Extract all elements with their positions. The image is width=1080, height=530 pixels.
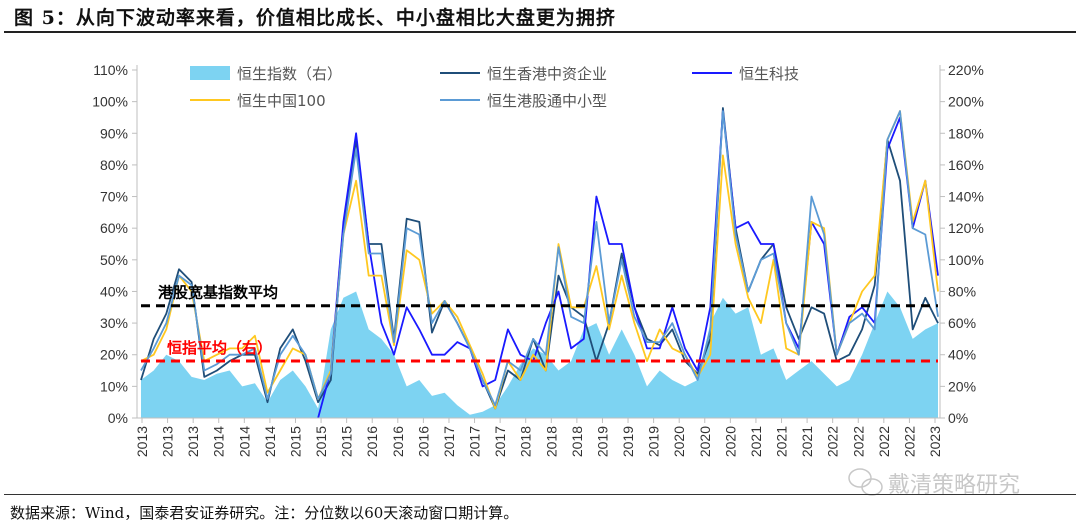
series-line-3 <box>140 110 939 410</box>
x-tick-label: 2022 <box>876 426 892 457</box>
x-tick-label: 2013 <box>160 426 176 457</box>
x-tick-label: 2019 <box>620 426 636 457</box>
line-layer <box>140 107 939 419</box>
footer-divider <box>4 494 1076 495</box>
watermark: 戴清策略研究 <box>848 468 1020 498</box>
x-tick-label: 2023 <box>927 426 943 457</box>
x-tick-label: 2015 <box>287 426 303 457</box>
x-tick-label: 2020 <box>722 426 738 457</box>
y2-tick-label: 200% <box>948 94 984 110</box>
y2-tick-label: 160% <box>948 157 984 173</box>
source-note: 数据来源：Wind，国泰君安证券研究。注：分位数以60天滚动窗口期计算。 <box>10 504 519 522</box>
y-tick-label: 90% <box>100 125 128 141</box>
figure-title: 图 5：从向下波动率来看，价值相比成长、中小盘相比大盘更为拥挤 <box>14 7 616 29</box>
x-tick-label: 2020 <box>697 426 713 457</box>
x-tick-label: 2013 <box>134 426 150 457</box>
x-tick-label: 2016 <box>364 426 380 457</box>
x-tick-label: 2016 <box>390 426 406 457</box>
x-tick-label: 2016 <box>415 426 431 457</box>
y-tick-label: 80% <box>100 157 128 173</box>
x-tick-label: 2017 <box>492 426 508 457</box>
y-tick-label: 50% <box>100 252 128 268</box>
legend-label-2: 恒生科技 <box>739 65 799 83</box>
x-tick-label: 2018 <box>569 426 585 457</box>
y-tick-label: 100% <box>92 94 128 110</box>
y2-tick-label: 120% <box>948 220 984 236</box>
series-line-4 <box>140 110 939 407</box>
y2-tick-label: 220% <box>948 62 984 78</box>
y2-tick-label: 40% <box>948 347 976 363</box>
x-tick-label: 2019 <box>646 426 662 457</box>
x-tick-label: 2015 <box>339 426 355 457</box>
x-tick-label: 2014 <box>236 426 252 457</box>
y2-tick-label: 140% <box>948 189 984 205</box>
x-tick-label: 2019 <box>594 426 610 457</box>
y2-tick-label: 60% <box>948 315 976 331</box>
y2-tick-label: 100% <box>948 252 984 268</box>
y2-tick-label: 0% <box>948 410 968 426</box>
y2-tick-label: 20% <box>948 378 976 394</box>
y2-tick-label: 80% <box>948 283 976 299</box>
x-tick-label: 2022 <box>901 426 917 457</box>
x-tick-label: 2022 <box>850 426 866 457</box>
x-tick-label: 2014 <box>211 426 227 457</box>
y-tick-label: 20% <box>100 347 128 363</box>
x-tick-label: 2021 <box>748 426 764 457</box>
reference-label-0: 港股宽基指数平均 <box>158 284 278 302</box>
x-tick-label: 2015 <box>313 426 329 457</box>
x-tick-label: 2014 <box>262 426 278 457</box>
x-tick-label: 2017 <box>467 426 483 457</box>
legend-label-4: 恒生港股通中小型 <box>487 92 607 110</box>
y-tick-label: 110% <box>93 62 128 78</box>
y-tick-label: 30% <box>100 315 128 331</box>
y-tick-label: 70% <box>100 189 128 205</box>
x-tick-label: 2013 <box>185 426 201 457</box>
x-tick-label: 2021 <box>774 426 790 457</box>
reference-label-1: 恒指平均（右） <box>167 339 272 357</box>
legend-label-1: 恒生香港中资企业 <box>487 65 607 83</box>
x-tick-label: 2022 <box>825 426 841 457</box>
x-tick-label: 2017 <box>441 426 457 457</box>
y-tick-label: 60% <box>100 220 128 236</box>
x-tick-label: 2021 <box>799 426 815 457</box>
x-tick-label: 2020 <box>671 426 687 457</box>
legend-swatch-0 <box>190 66 230 80</box>
title-divider <box>4 31 1076 33</box>
y-tick-label: 40% <box>100 283 128 299</box>
x-tick-label: 2018 <box>518 426 534 457</box>
y-tick-label: 0% <box>108 410 128 426</box>
axes: 0% 10% 20% 30% 40% 50% 60% 70% 80% 90% 100% 110% 0% 2… <box>92 62 984 457</box>
wechat-icon <box>848 468 883 496</box>
y2-tick-label: 180% <box>948 125 984 141</box>
legend-label-3: 恒生中国100 <box>237 92 326 110</box>
watermark-text: 戴清策略研究 <box>888 473 1020 498</box>
legend-label-0: 恒生指数（右） <box>237 65 342 83</box>
x-tick-label: 2018 <box>543 426 559 457</box>
y-tick-label: 10% <box>100 378 128 394</box>
